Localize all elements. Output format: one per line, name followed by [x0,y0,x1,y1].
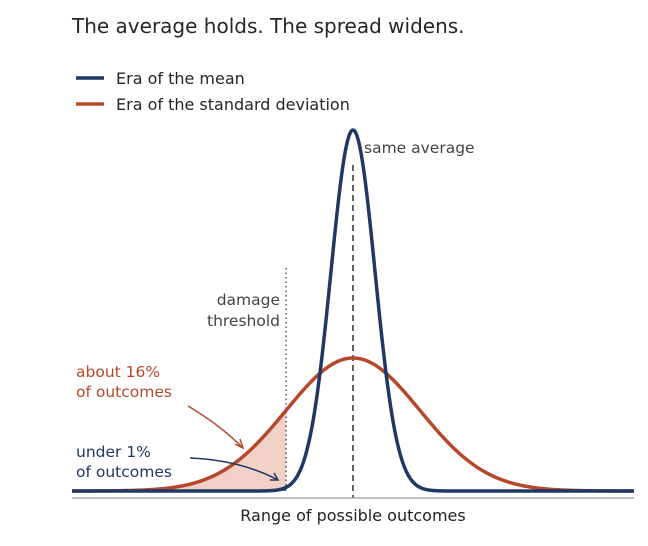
threshold-label-line-1: damage [217,291,280,309]
legend-label-mean: Era of the mean [116,69,245,88]
narrow-tail-label-line-1: under 1% [76,443,151,461]
mean-line-label: same average [364,139,475,157]
wide-tail-label-line-2: of outcomes [76,383,172,401]
wide-tail-label-line-1: about 16% [76,363,160,381]
narrow-tail-arrowhead [270,472,280,481]
threshold-label-line-2: threshold [207,312,280,330]
chart-title: The average holds. The spread widens. [71,14,465,38]
wide-tail-arrowhead [234,438,245,450]
wide-tail-area [72,410,287,491]
mean-curve [71,128,635,493]
plot-area [71,128,635,499]
narrow-tail-label-line-2: of outcomes [76,463,172,481]
sd-curve [71,356,635,493]
legend-label-sd: Era of the standard deviation [116,95,350,114]
narrow-tail-arrow [189,457,279,481]
x-axis-label: Range of possible outcomes [240,506,465,525]
wide-tail-arrow [187,405,244,449]
legend: Era of the mean Era of the standard devi… [76,69,350,114]
